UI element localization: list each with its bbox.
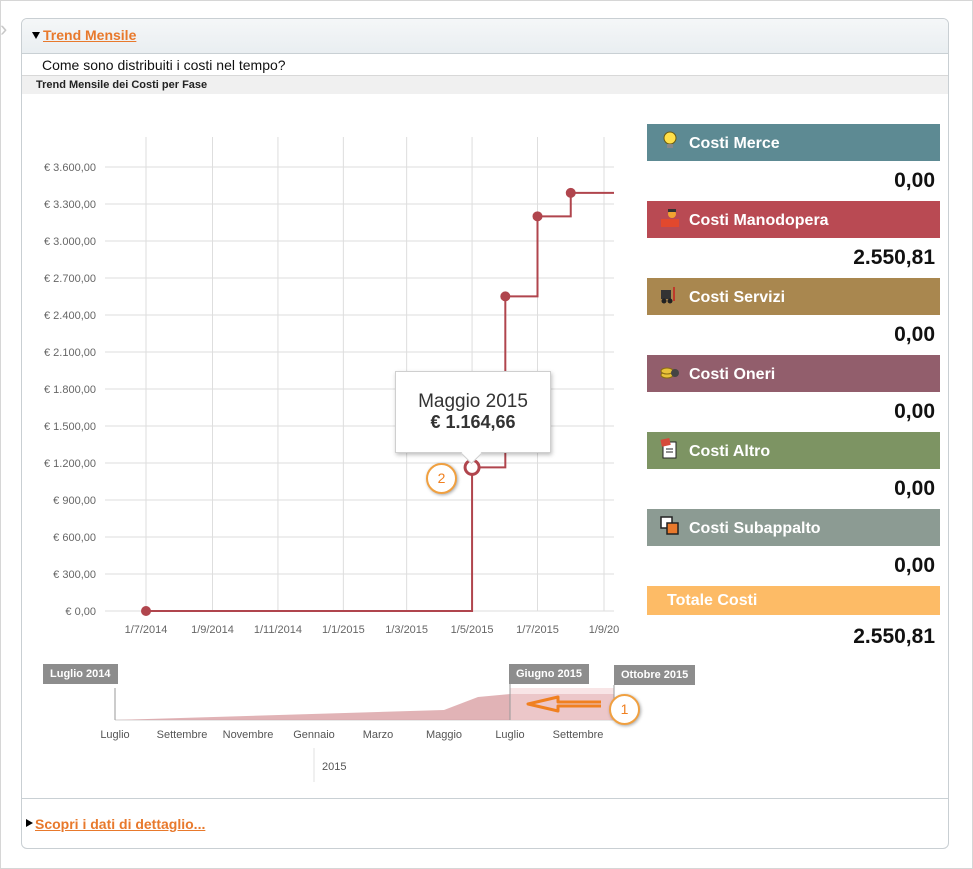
worker-icon <box>661 209 679 227</box>
lightbulb-icon <box>663 131 677 148</box>
navigator-year-label: 2015 <box>322 761 346 773</box>
navigator-flag-start[interactable]: Luglio 2014 <box>43 664 118 684</box>
data-point <box>532 211 543 222</box>
y-tick-label: € 3.600,00 <box>44 162 96 174</box>
cost-bar-oneri: Costi Oneri <box>647 355 940 392</box>
arrow-annotation <box>526 695 601 713</box>
data-point <box>565 187 576 198</box>
cost-value: 0,00 <box>894 169 935 192</box>
cost-label: Costi Oneri <box>689 366 776 383</box>
navigator-month-label: Luglio <box>100 729 129 741</box>
total-bar: Totale Costi <box>647 586 940 615</box>
navigator-month-label: Novembre <box>223 729 274 741</box>
cost-value: 2.550,81 <box>853 246 935 269</box>
cost-bar-merce: Costi Merce <box>647 124 940 161</box>
cost-value: 0,00 <box>894 323 935 346</box>
navigator-flag-selection[interactable]: Giugno 2015 <box>509 664 590 684</box>
total-label: Totale Costi <box>667 592 758 609</box>
divider <box>22 798 948 799</box>
x-tick-label: 1/9/20 <box>589 624 620 636</box>
series-step-line <box>146 191 614 612</box>
x-tick-label: 1/5/2015 <box>451 624 494 636</box>
notes-icon <box>660 438 677 459</box>
x-tick-label: 1/7/2015 <box>516 624 559 636</box>
y-tick-label: € 1.500,00 <box>44 421 96 433</box>
cost-bar-altro: Costi Altro <box>647 432 940 469</box>
total-value: 2.550,81 <box>853 625 935 648</box>
navigator-flag-end[interactable]: Ottobre 2015 <box>614 665 696 685</box>
navigator-area <box>115 694 614 720</box>
cost-label: Costi Subappalto <box>689 520 821 537</box>
data-point <box>500 291 511 302</box>
cost-value: 0,00 <box>894 400 935 423</box>
navigator-month-label: Settembre <box>157 729 208 741</box>
callout-badge: 2 <box>426 463 457 494</box>
cost-value: 0,00 <box>894 477 935 500</box>
section-subtitle: Come sono distribuiti i costi nel tempo? <box>42 57 286 73</box>
detail-link[interactable]: Scopri i dati di dettaglio... <box>35 816 206 832</box>
y-tick-label: € 1.200,00 <box>44 458 96 470</box>
x-tick-label: 1/9/2014 <box>191 624 234 636</box>
y-tick-label: € 3.000,00 <box>44 236 96 248</box>
cost-label: Costi Merce <box>689 135 780 152</box>
navigator-month-label: Gennaio <box>293 729 335 741</box>
data-point <box>141 606 151 616</box>
x-tick-label: 1/1/2015 <box>322 624 365 636</box>
x-tick-label: 1/11/2014 <box>254 624 302 636</box>
navigator-month-label: Luglio <box>495 729 524 741</box>
y-tick-label: € 0,00 <box>65 606 96 618</box>
chevron-right-icon: › <box>0 16 8 41</box>
y-tick-label: € 2.100,00 <box>44 347 96 359</box>
callout-badge: 1 <box>609 694 640 725</box>
navigator-month-label: Settembre <box>553 729 604 741</box>
panel-header: Trend Mensile <box>22 19 948 54</box>
cost-value: 0,00 <box>894 554 935 577</box>
cost-label: Costi Manodopera <box>689 212 829 229</box>
y-tick-label: € 3.300,00 <box>44 199 96 211</box>
x-tick-label: 1/7/2014 <box>125 624 168 636</box>
chart-title: Trend Mensile dei Costi per Fase <box>36 79 208 91</box>
navigator-selection <box>510 688 614 720</box>
tooltip-month: Maggio 2015 <box>418 391 528 412</box>
expand-triangle-icon[interactable] <box>26 819 33 827</box>
tooltip-value: € 1.164,66 <box>430 412 516 432</box>
y-tick-label: € 900,00 <box>53 495 96 507</box>
x-tick-label: 1/3/2015 <box>385 624 428 636</box>
y-tick-label: € 2.700,00 <box>44 273 96 285</box>
coins-icon <box>660 367 679 379</box>
navigator-month-label: Marzo <box>363 729 394 741</box>
section-title-link[interactable]: Trend Mensile <box>43 27 137 43</box>
cost-bar-subappalto: Costi Subappalto <box>647 509 940 546</box>
cost-label: Costi Servizi <box>689 289 786 306</box>
y-tick-label: € 300,00 <box>53 569 96 581</box>
y-tick-label: € 600,00 <box>53 532 96 544</box>
navigator-month-label: Maggio <box>426 729 462 741</box>
point-tooltip: Maggio 2015 € 1.164,66 <box>395 371 551 453</box>
collapse-triangle-icon[interactable] <box>32 32 40 39</box>
forklift-icon <box>661 287 675 304</box>
y-tick-label: € 2.400,00 <box>44 310 96 322</box>
chart-title-strip: Trend Mensile dei Costi per Fase <box>22 75 948 94</box>
squares-icon <box>660 516 679 535</box>
y-tick-label: € 1.800,00 <box>44 384 96 396</box>
cost-label: Costi Altro <box>689 443 771 460</box>
cost-bar-manodopera: Costi Manodopera <box>647 201 940 238</box>
cost-bar-servizi: Costi Servizi <box>647 278 940 315</box>
